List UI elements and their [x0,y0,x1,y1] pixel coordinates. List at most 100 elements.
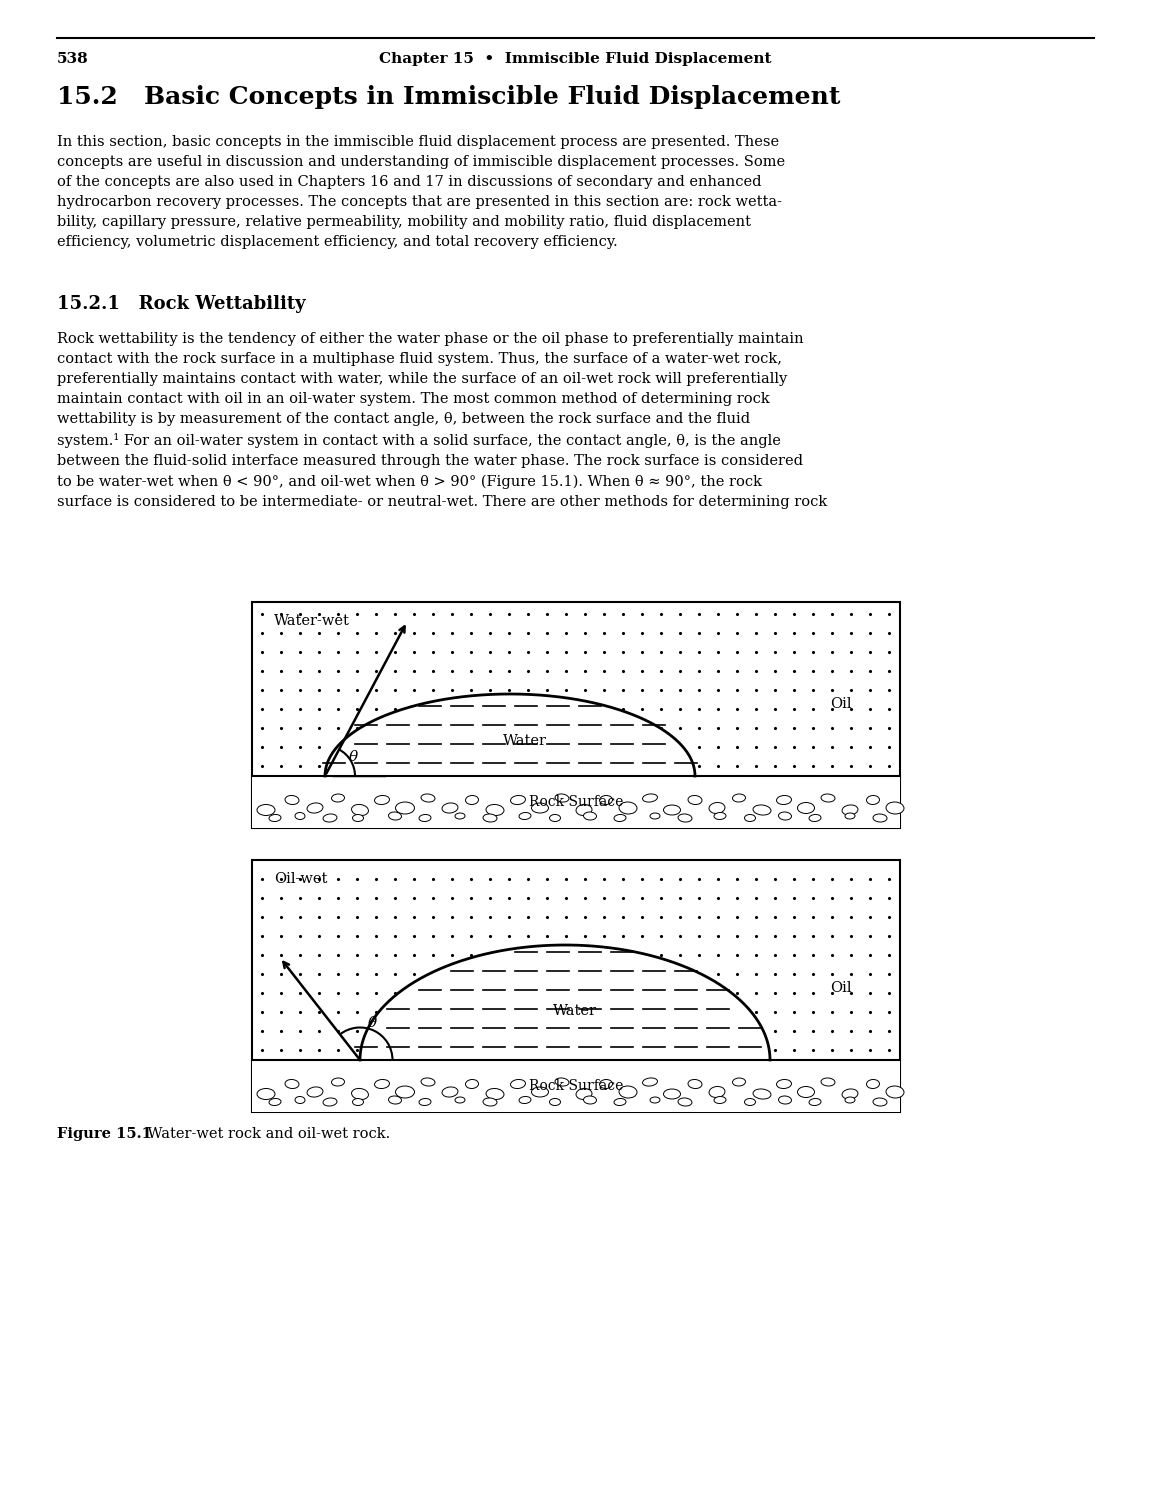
Ellipse shape [389,812,402,820]
Ellipse shape [396,1086,414,1098]
Ellipse shape [778,1096,792,1104]
Ellipse shape [872,815,887,822]
Ellipse shape [532,802,549,813]
Ellipse shape [845,813,855,819]
Text: Figure 15.1: Figure 15.1 [58,1126,152,1142]
Ellipse shape [419,1098,430,1106]
Ellipse shape [257,804,275,816]
Text: Water-wet: Water-wet [274,614,350,628]
Ellipse shape [295,1096,305,1104]
Bar [252,1060,900,1112]
Ellipse shape [745,815,755,822]
Ellipse shape [486,1089,504,1100]
Ellipse shape [576,804,592,816]
Bar [252,602,900,828]
Ellipse shape [455,813,465,819]
Ellipse shape [584,812,596,820]
Ellipse shape [442,1088,458,1096]
Ellipse shape [576,1089,592,1100]
Text: Water-wet rock and oil-wet rock.: Water-wet rock and oil-wet rock. [129,1126,390,1142]
Text: Water: Water [503,734,547,748]
Ellipse shape [845,1096,855,1102]
Ellipse shape [663,1089,680,1100]
Ellipse shape [486,804,504,816]
Ellipse shape [867,1080,879,1089]
Ellipse shape [269,815,281,822]
Ellipse shape [613,815,626,822]
Text: Oil: Oil [831,698,852,711]
Ellipse shape [821,794,834,802]
Ellipse shape [351,1089,368,1100]
Ellipse shape [613,1098,626,1106]
Ellipse shape [455,1096,465,1102]
Ellipse shape [285,795,299,804]
Ellipse shape [798,802,815,813]
Ellipse shape [619,802,637,814]
Ellipse shape [600,1080,612,1089]
Text: 15.2   Basic Concepts in Immiscible Fluid Displacement: 15.2 Basic Concepts in Immiscible Fluid … [58,86,840,109]
Ellipse shape [872,1098,887,1106]
Ellipse shape [549,815,561,822]
Ellipse shape [483,815,497,822]
Ellipse shape [465,1080,479,1089]
Ellipse shape [732,794,746,802]
Ellipse shape [307,802,323,813]
Text: 15.2.1   Rock Wettability: 15.2.1 Rock Wettability [58,296,306,314]
Ellipse shape [886,1086,904,1098]
Ellipse shape [709,802,725,813]
Ellipse shape [809,815,821,822]
Text: θ: θ [349,750,358,764]
Ellipse shape [421,794,435,802]
Text: Water: Water [552,1004,597,1019]
Ellipse shape [678,1098,692,1106]
Ellipse shape [295,813,305,819]
Ellipse shape [650,813,660,819]
Text: In this section, basic concepts in the immiscible fluid displacement process are: In this section, basic concepts in the i… [58,135,785,249]
Ellipse shape [678,815,692,822]
Ellipse shape [351,804,368,816]
Text: Rock Surface: Rock Surface [528,795,623,808]
Ellipse shape [798,1086,815,1098]
Ellipse shape [323,1098,337,1106]
Ellipse shape [511,795,526,804]
Ellipse shape [442,802,458,813]
Ellipse shape [331,794,344,802]
Text: Chapter 15  •  Immiscible Fluid Displacement: Chapter 15 • Immiscible Fluid Displaceme… [379,53,771,66]
Ellipse shape [600,795,612,804]
Ellipse shape [519,1096,531,1104]
Ellipse shape [642,794,657,802]
Ellipse shape [307,1088,323,1096]
Ellipse shape [688,795,702,804]
Ellipse shape [619,1086,637,1098]
Ellipse shape [688,1080,702,1089]
Ellipse shape [753,1089,771,1100]
Ellipse shape [714,1096,726,1104]
Ellipse shape [396,802,414,814]
Ellipse shape [650,1096,660,1102]
Ellipse shape [511,1080,526,1089]
Ellipse shape [753,806,771,814]
Ellipse shape [745,1098,755,1106]
Text: 538: 538 [58,53,89,66]
Text: Rock Surface: Rock Surface [528,1078,623,1094]
Ellipse shape [285,1080,299,1089]
Ellipse shape [732,1078,746,1086]
Text: θ: θ [368,1016,378,1031]
Ellipse shape [419,815,430,822]
Ellipse shape [549,1098,561,1106]
Ellipse shape [714,813,726,819]
Ellipse shape [257,1089,275,1100]
Ellipse shape [886,802,904,814]
Ellipse shape [389,1096,402,1104]
Text: Oil-wet: Oil-wet [274,871,327,886]
Ellipse shape [465,795,479,804]
Ellipse shape [331,1078,344,1086]
Ellipse shape [374,795,389,804]
Ellipse shape [421,1078,435,1086]
Ellipse shape [867,795,879,804]
Ellipse shape [352,1098,364,1106]
Ellipse shape [584,1096,596,1104]
Ellipse shape [642,1078,657,1086]
Ellipse shape [483,1098,497,1106]
Text: Oil: Oil [831,981,852,994]
